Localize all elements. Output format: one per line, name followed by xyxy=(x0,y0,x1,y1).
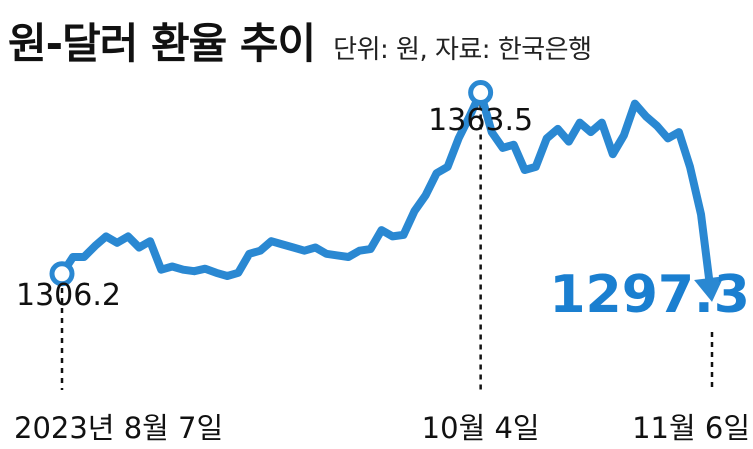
x-tick-label: 10월 4일 xyxy=(422,411,540,445)
value-label-peak: 1363.5 xyxy=(428,103,533,138)
chart-title: 원-달러 환율 추이 xyxy=(8,19,316,68)
point-marker xyxy=(468,80,494,106)
value-label-start: 1306.2 xyxy=(16,278,121,313)
chart-header: 원-달러 환율 추이 단위: 원, 자료: 한국은행 xyxy=(8,10,592,71)
trend-arrowhead xyxy=(694,276,724,302)
value-label-latest: 1297.3 xyxy=(549,265,750,325)
x-tick-label: 11월 6일 xyxy=(632,411,750,445)
x-tick-label: 2023년 8월 7일 xyxy=(14,411,223,445)
point-marker xyxy=(49,261,75,287)
chart-subtitle: 단위: 원, 자료: 한국은행 xyxy=(333,35,592,65)
exchange-rate-series-line xyxy=(58,88,713,283)
